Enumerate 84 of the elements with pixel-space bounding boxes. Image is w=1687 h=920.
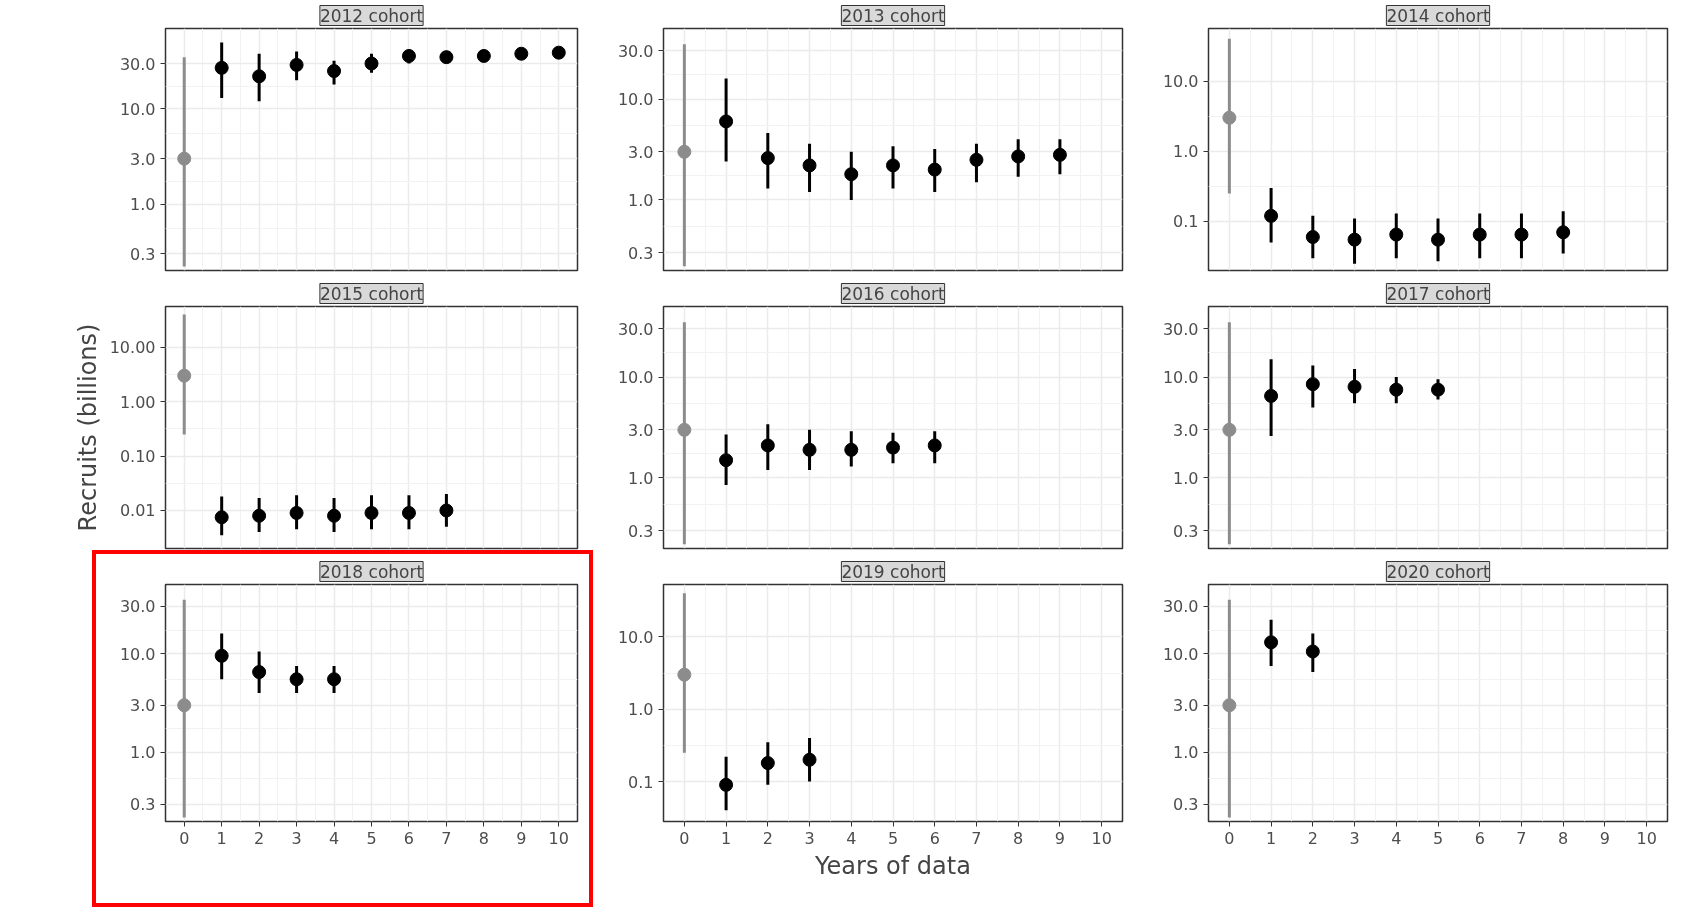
x-tick-label: 0 [679,828,690,848]
y-axis-title: Recruits (billions) [73,323,102,532]
x-tick-label: 1 [721,828,732,848]
y-tick-label: 0.3 [130,244,156,264]
x-tick-label: 6 [403,828,415,848]
y-tick-label: 10.0 [617,90,654,110]
y-tick-label: 0.10 [119,447,156,467]
x-tick-label: 5 [366,828,377,848]
y-tick-label: 10.0 [1162,644,1199,664]
x-tick-label: 10 [548,828,569,848]
y-tick-label: 1.0 [130,195,156,215]
x-tick-label: 1 [1266,828,1277,848]
chart-title: 2012 cohort [319,5,424,26]
x-tick-label: 8 [478,828,489,848]
y-tick-label: 10.0 [1162,72,1199,92]
y-tick-label: 3.0 [130,696,156,716]
y-tick-label: 1.0 [130,743,156,763]
y-tick-label: 30.0 [617,319,654,339]
x-tick-label: 4 [328,828,340,848]
x-tick-label: 3 [291,828,302,848]
y-tick-label: 0.3 [628,521,654,541]
y-tick-label: 1.0 [1173,743,1199,763]
x-tick-label: 8 [1558,828,1569,848]
y-tick-label: 30.0 [1162,319,1199,339]
chart-title: 2019 cohort [841,561,945,582]
x-tick-label: 2 [254,828,265,848]
y-tick-label: 0.1 [1173,212,1199,232]
x-tick-label: 10 [1091,828,1112,848]
y-tick-label: 10.0 [617,627,654,647]
chart-title: 2013 cohort [841,5,945,26]
y-tick-label: 0.3 [1173,795,1199,815]
y-tick-label: 1.0 [628,190,654,210]
y-tick-label: 10.0 [119,644,156,664]
x-tick-label: 0 [179,828,190,848]
y-tick-label: 1.0 [628,700,654,720]
y-tick-label: 1.0 [1173,142,1199,162]
y-tick-label: 3.0 [628,142,654,162]
y-tick-label: 3.0 [1173,420,1199,440]
x-tick-label: 4 [846,828,857,848]
x-tick-label: 3 [804,828,815,848]
x-tick-label: 1 [216,828,227,848]
x-tick-label: 2 [762,828,773,848]
x-tick-label: 10 [1636,828,1657,848]
y-tick-label: 0.3 [628,243,654,263]
x-tick-label: 8 [1013,828,1024,848]
y-tick-label: 0.01 [119,501,156,521]
y-tick-label: 10.0 [1162,368,1199,388]
x-tick-label: 7 [1516,828,1527,848]
y-tick-label: 1.0 [1173,468,1199,488]
x-tick-label: 5 [1432,828,1444,848]
y-tick-label: 10.00 [109,338,156,358]
y-tick-label: 30.0 [119,54,156,74]
x-tick-label: 7 [971,828,982,848]
y-tick-label: 3.0 [628,420,654,440]
x-tick-label: 6 [929,828,940,848]
chart-title: 2015 cohort [319,283,424,304]
chart-title: 2014 cohort [1386,5,1490,26]
x-tick-label: 2 [1307,828,1318,848]
chart-title: 2017 cohort [1386,283,1490,304]
x-tick-label: 6 [1474,828,1485,848]
chart-title: 2018 cohort [319,561,424,582]
chart-title: 2020 cohort [1386,561,1490,582]
x-tick-label: 3 [1349,828,1360,848]
x-tick-label: 5 [887,828,899,848]
y-tick-label: 1.00 [119,392,156,412]
y-tick-label: 0.3 [1173,521,1199,541]
x-tick-label: 9 [1054,828,1066,848]
x-tick-label: 4 [1391,828,1402,848]
y-tick-label: 3.0 [1173,696,1199,716]
x-tick-label: 9 [516,828,527,848]
chart-title: 2016 cohort [841,283,945,304]
y-tick-label: 0.3 [130,795,156,815]
x-axis-title: Years of data [814,851,971,880]
y-tick-label: 1.0 [628,468,654,488]
x-tick-label: 9 [1599,828,1611,848]
y-tick-label: 30.0 [617,41,654,61]
y-tick-label: 10.0 [119,99,156,119]
y-tick-label: 0.1 [628,772,654,792]
y-tick-label: 30.0 [119,597,156,617]
x-tick-label: 0 [1224,828,1235,848]
y-tick-label: 10.0 [617,368,654,388]
y-tick-label: 30.0 [1162,597,1199,617]
y-tick-label: 3.0 [130,149,156,169]
x-tick-label: 7 [441,828,452,848]
